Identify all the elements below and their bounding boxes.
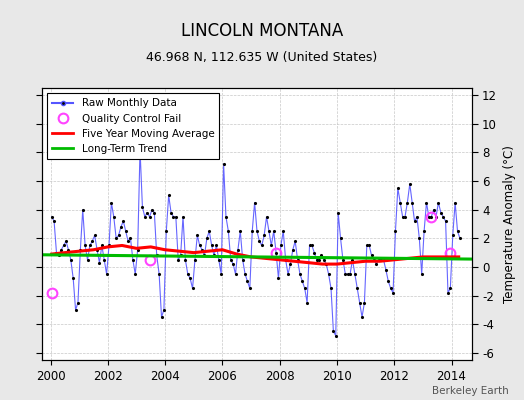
- Y-axis label: Temperature Anomaly (°C): Temperature Anomaly (°C): [503, 145, 516, 303]
- Text: LINCOLN MONTANA: LINCOLN MONTANA: [181, 22, 343, 40]
- Text: Berkeley Earth: Berkeley Earth: [432, 386, 508, 396]
- Text: 46.968 N, 112.635 W (United States): 46.968 N, 112.635 W (United States): [146, 51, 378, 64]
- Legend: Raw Monthly Data, Quality Control Fail, Five Year Moving Average, Long-Term Tren: Raw Monthly Data, Quality Control Fail, …: [47, 93, 220, 159]
